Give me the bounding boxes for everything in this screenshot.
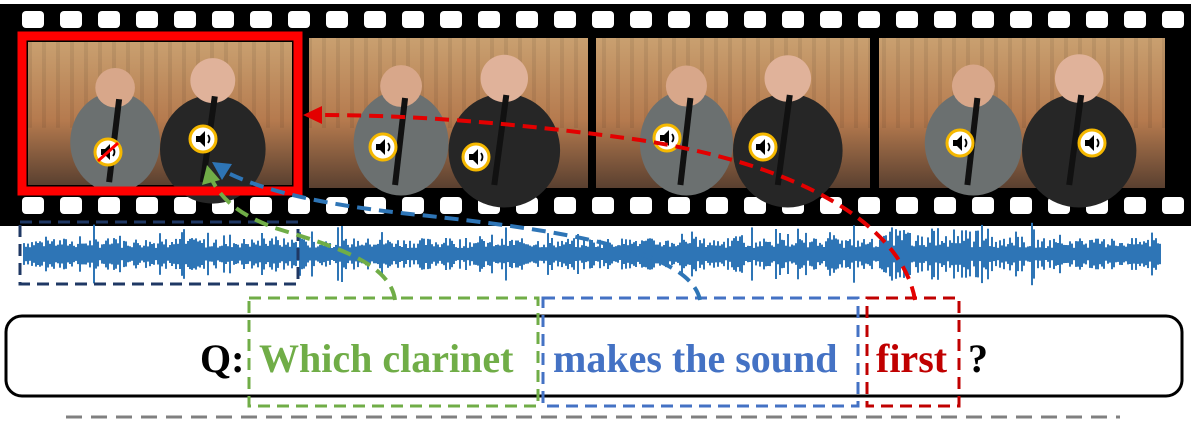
video-frame-2 [309,38,588,208]
sprocket-hole [250,197,272,214]
sprocket-hole [326,11,348,28]
sound-icon [368,132,398,162]
sprocket-hole [744,11,766,28]
question-box [4,314,1184,398]
sprocket-hole [972,11,994,28]
audio-segment-box [18,220,300,286]
sprocket-hole [22,11,44,28]
sprocket-hole [1124,11,1146,28]
sprocket-hole [896,11,918,28]
video-frame-3 [596,38,870,208]
sprocket-hole [174,197,196,214]
sprocket-hole [174,11,196,28]
sprocket-hole [592,11,614,28]
sound-muted-icon [93,137,123,167]
sprocket-hole [212,11,234,28]
sprocket-hole [820,11,842,28]
sound-icon [748,132,778,162]
question-suffix: ? [968,336,988,381]
sprocket-hole [402,197,424,214]
sprocket-hole [744,197,766,214]
sprocket-hole [1048,11,1070,28]
question-prefix: Q: [200,336,244,381]
sprocket-hole [402,11,424,28]
sprocket-hole [22,197,44,214]
highlighted-frame-border [17,31,303,196]
sprocket-hole [934,197,956,214]
sprocket-hole [782,11,804,28]
question-action-phrase: makes the sound [553,336,838,381]
sprocket-hole [554,11,576,28]
sprocket-hole [1162,11,1184,28]
action-arrow [221,168,702,301]
sprocket-hole [668,11,690,28]
sprocket-hole [440,197,462,214]
sprocket-hole [1010,197,1032,214]
sprocket-hole [972,197,994,214]
sound-icon [945,128,975,158]
sprocket-hole [288,197,310,214]
sprocket-hole [136,11,158,28]
sprocket-hole [820,197,842,214]
video-frames [17,31,1165,208]
sprocket-hole [250,11,272,28]
object-arrow [210,179,397,301]
sprocket-hole [1010,11,1032,28]
sprocket-hole [60,11,82,28]
sprocket-hole [668,197,690,214]
sprocket-hole [706,197,728,214]
question-temporal-phrase: first [876,336,948,381]
sprocket-hole [630,11,652,28]
sprocket-hole [478,11,500,28]
sound-icon [461,142,491,172]
sprocket-hole [630,197,652,214]
action-arrowhead [212,162,232,180]
video-frame-4 [879,38,1165,208]
sprocket-hole [440,11,462,28]
temporal-arrowhead [303,106,322,124]
sprocket-hole [1124,197,1146,214]
sound-icon [188,124,218,154]
object-arrowhead [202,165,220,185]
sprocket-hole [858,11,880,28]
sprocket-hole [98,11,120,28]
audio-waveform [23,222,1161,286]
sprocket-hole [934,11,956,28]
video-frame-1 [17,31,303,204]
sprocket-hole [592,197,614,214]
sprocket-hole [858,197,880,214]
sprocket-hole [516,11,538,28]
temporal-arrow [317,113,917,301]
sprocket-hole [98,197,120,214]
sprocket-hole [554,197,576,214]
sprocket-holes-top [22,11,1184,28]
sprocket-hole [364,11,386,28]
sprocket-hole [896,197,918,214]
sprocket-hole [136,197,158,214]
sprocket-hole [288,11,310,28]
sprocket-hole [706,11,728,28]
sprocket-hole [1162,197,1184,214]
sprocket-hole [1086,11,1108,28]
question-object-phrase: Which clarinet [259,336,514,381]
sprocket-hole [60,197,82,214]
sound-icon [1077,128,1107,158]
